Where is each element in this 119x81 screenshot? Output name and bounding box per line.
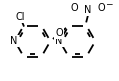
Text: N: N — [84, 6, 92, 15]
Text: N: N — [10, 36, 18, 46]
Text: O: O — [71, 3, 78, 13]
Text: −: − — [105, 0, 112, 8]
Text: N: N — [55, 36, 63, 46]
Text: O: O — [56, 28, 63, 38]
Text: Cl: Cl — [16, 12, 25, 22]
Text: O: O — [98, 3, 105, 13]
